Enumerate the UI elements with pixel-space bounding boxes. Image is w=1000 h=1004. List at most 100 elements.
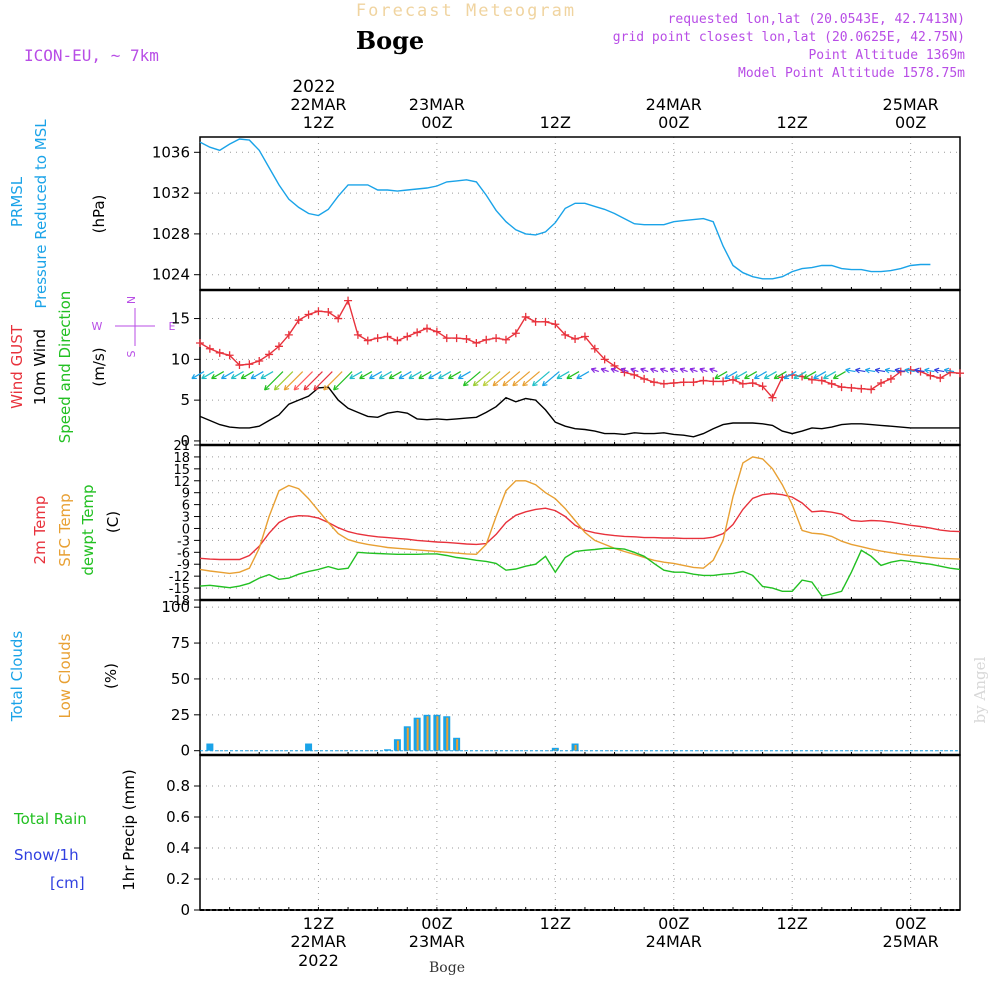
wind-arrow-shaft xyxy=(211,371,225,380)
panels: 1024102810321036051015-18-15-12-9-6-3036… xyxy=(8,95,964,970)
wind-gust-marker xyxy=(837,383,846,392)
wind-arrow-head xyxy=(438,373,444,380)
wind-direction-arrow xyxy=(630,367,639,373)
wind-direction-arrow xyxy=(924,367,935,374)
wind-gust-marker xyxy=(827,379,836,388)
wind-direction-arrow xyxy=(492,371,511,387)
wind-arrow-shaft xyxy=(492,371,511,387)
top-hour-label: 12Z xyxy=(540,113,571,132)
wind-arrow-shaft xyxy=(591,368,600,373)
wind-gust-marker xyxy=(659,379,668,388)
wind-arrow-shaft xyxy=(349,371,363,380)
wind-direction-arrow xyxy=(714,371,728,380)
wind-gust-marker xyxy=(561,330,570,339)
wind-direction-arrow xyxy=(532,371,550,387)
wind-direction-arrow xyxy=(600,367,609,373)
wind-arrow-shaft xyxy=(865,369,876,373)
wind-arrow-shaft xyxy=(231,371,244,380)
low-cloud-bar xyxy=(436,716,439,751)
wind-direction-arrow xyxy=(369,371,382,380)
wind-gust-marker xyxy=(600,355,609,364)
wind-gust-marker xyxy=(758,382,767,391)
bottom-hour-label: 00Z xyxy=(658,914,689,933)
wind-gust-marker xyxy=(857,384,866,393)
wind-direction-arrow xyxy=(566,371,580,380)
wind-arrow-head xyxy=(220,373,227,380)
wind-direction-arrow xyxy=(556,371,570,380)
wind-gust-marker xyxy=(265,350,274,359)
total-cloud-bar xyxy=(206,743,214,751)
wind-arrow-shaft xyxy=(388,371,402,380)
wind-direction-arrow xyxy=(472,371,491,387)
wind-direction-arrow xyxy=(447,371,461,380)
wind-arrow-head xyxy=(884,367,890,374)
wind-gust-marker xyxy=(541,317,550,326)
temp-axis-label: 2m Temp xyxy=(31,496,49,565)
wind-arrow-head xyxy=(689,367,696,373)
model-altitude: Model Point Altitude 1578.75m xyxy=(738,66,965,81)
pressure-frame xyxy=(199,136,961,291)
wind-arrow-head xyxy=(874,367,881,374)
wind-gust-marker xyxy=(571,334,580,343)
wind-arrow-head xyxy=(813,373,819,380)
wind-direction-arrow xyxy=(462,371,481,387)
wind-direction-arrow xyxy=(438,371,452,380)
top-year-label: 2022 xyxy=(292,77,335,97)
footer-location: Boge xyxy=(429,960,465,976)
clouds-ytick-label: 25 xyxy=(171,706,190,724)
wind-direction-arrow xyxy=(650,367,659,373)
point-altitude: Point Altitude 1369m xyxy=(808,48,965,63)
wind-arrow-shaft xyxy=(793,371,807,380)
wind-gust-marker xyxy=(274,342,283,351)
wind-ytick-label: 0 xyxy=(180,432,190,450)
wind-direction-arrow xyxy=(813,371,827,380)
wind-gust-marker xyxy=(709,377,718,386)
wind-arrow-head xyxy=(349,373,355,380)
wind-direction-arrow xyxy=(323,371,343,391)
temp-dewpt-line xyxy=(199,547,961,597)
wind-direction-arrow xyxy=(388,371,402,380)
wind-direction-arrow xyxy=(522,371,540,387)
wind-arrow-shaft xyxy=(803,371,817,380)
wind-arrow-head xyxy=(398,373,405,380)
wind-direction-arrow xyxy=(793,371,807,380)
compass-north: N xyxy=(125,296,138,304)
wind-gust-marker xyxy=(936,374,945,383)
wind-arrow-head xyxy=(447,373,454,380)
wind-direction-arrow xyxy=(659,367,669,373)
wind-direction-arrow xyxy=(914,367,925,374)
temp-ytick-label: -6 xyxy=(177,546,190,561)
wind-arrow-head xyxy=(640,367,646,373)
wind-arrow-shaft xyxy=(699,368,708,373)
wind-arrow-head xyxy=(576,373,582,380)
top-date-label: 22MAR xyxy=(290,95,346,114)
wind-gust-marker xyxy=(452,334,461,343)
wind-arrow-shaft xyxy=(630,368,639,373)
wind-arrow-shaft xyxy=(833,371,846,380)
wind-direction-arrow xyxy=(894,367,905,374)
clouds-ytick-label: 0 xyxy=(180,742,190,760)
temp-axis-label: dewpt Temp xyxy=(79,484,97,575)
wind-arrow-head xyxy=(943,367,950,374)
wind-arrow-head xyxy=(620,367,626,373)
wind-arrow-head xyxy=(669,367,676,373)
compass-south: S xyxy=(125,350,138,357)
wind-arrow-shaft xyxy=(823,371,836,380)
wind-arrow-shaft xyxy=(221,371,234,380)
wind-arrow-head xyxy=(211,373,217,380)
wind-direction-arrow xyxy=(803,371,817,380)
wind-gust-marker xyxy=(807,375,816,384)
wind-direction-arrow xyxy=(408,371,422,380)
clouds-ytick-label: 50 xyxy=(171,670,190,688)
wind-arrow-shaft xyxy=(323,371,343,391)
wind-gust-marker xyxy=(768,393,777,402)
bottom-hour-label: 12Z xyxy=(303,914,334,933)
wind-direction-arrow xyxy=(590,367,600,373)
clouds-frame xyxy=(199,599,961,756)
low-cloud-bar xyxy=(456,739,459,751)
wind-arrow-shaft xyxy=(640,368,649,373)
wind-arrow-shaft xyxy=(522,371,540,387)
wind-arrow-shaft xyxy=(660,368,669,373)
wind-arrow-head xyxy=(273,384,280,391)
wind-arrow-head xyxy=(482,380,489,387)
